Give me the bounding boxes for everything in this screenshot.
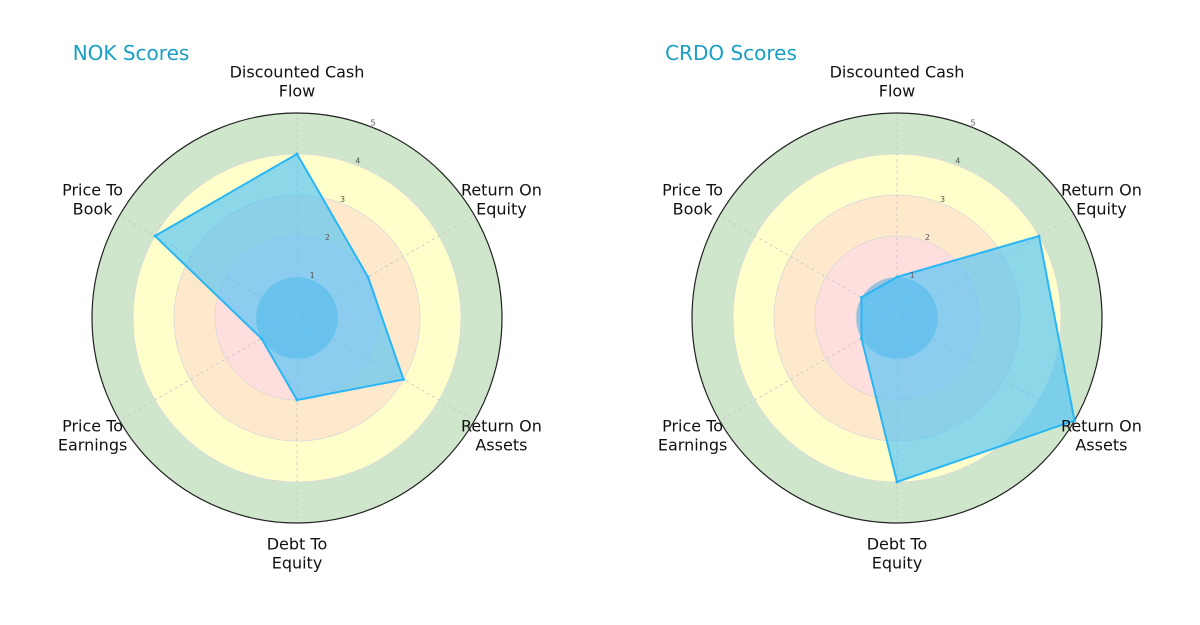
axis-label-price-to-earnings: Price To Earnings — [58, 417, 127, 455]
data-point-discounted-cash-flow — [295, 152, 299, 156]
spoke-price-to-earnings — [119, 317, 298, 421]
axis-label-return-on-equity: Return On Equity — [461, 181, 542, 219]
data-point-return-on-assets — [1073, 419, 1076, 422]
axis-label-debt-to-equity: Debt To Equity — [267, 535, 328, 573]
tick-label-2: 2 — [925, 233, 930, 242]
crdo-radar-chart: 1 2 3 4 5 Discounted Cash Flow Return On Equity R… — [658, 41, 1142, 573]
data-point-price-to-earnings — [260, 337, 263, 340]
data-point-return-on-equity — [1037, 234, 1041, 238]
tick-label-3: 3 — [940, 195, 945, 204]
outer-ring — [691, 112, 1103, 524]
axis-label-return-on-equity: Return On Equity — [1061, 181, 1142, 219]
tick-label-5: 5 — [970, 119, 975, 128]
tick-label-4: 4 — [355, 157, 360, 166]
outer-ring — [91, 112, 503, 524]
tick-label-3: 3 — [340, 195, 345, 204]
tick-label-2: 2 — [325, 233, 330, 242]
data-point-debt-to-equity — [295, 398, 299, 402]
axis-label-discounted-cash-flow: Discounted Cash Flow — [830, 63, 965, 101]
axis-label-price-to-book: Price To Book — [62, 181, 123, 219]
axis-label-return-on-assets: Return On Assets — [1061, 417, 1142, 455]
axis-label-debt-to-equity: Debt To Equity — [867, 535, 928, 573]
data-point-discounted-cash-flow — [895, 275, 899, 279]
axis-label-return-on-assets: Return On Assets — [461, 417, 542, 455]
data-point-price-to-book — [860, 296, 863, 299]
spoke-price-to-book — [719, 215, 898, 319]
spoke-return-on-equity — [296, 215, 475, 319]
nok-radar-chart: 1 2 3 4 5 Discounted Cash Flow Return On Equity R… — [58, 41, 542, 573]
axis-label-price-to-book: Price To Book — [662, 181, 723, 219]
axis-label-discounted-cash-flow: Discounted Cash Flow — [230, 63, 365, 101]
data-point-price-to-earnings — [860, 337, 863, 340]
spoke-price-to-earnings — [719, 317, 898, 421]
data-point-debt-to-equity — [895, 480, 899, 484]
tick-label-1: 1 — [910, 271, 915, 280]
data-point-return-on-equity — [366, 275, 370, 279]
tick-label-4: 4 — [955, 157, 960, 166]
chart-title: CRDO Scores — [665, 41, 797, 65]
data-point-return-on-assets — [402, 378, 405, 381]
tick-label-1: 1 — [310, 271, 315, 280]
tick-label-5: 5 — [370, 119, 375, 128]
chart-title: NOK Scores — [73, 41, 190, 65]
data-point-price-to-book — [153, 234, 157, 238]
axis-label-price-to-earnings: Price To Earnings — [658, 417, 727, 455]
